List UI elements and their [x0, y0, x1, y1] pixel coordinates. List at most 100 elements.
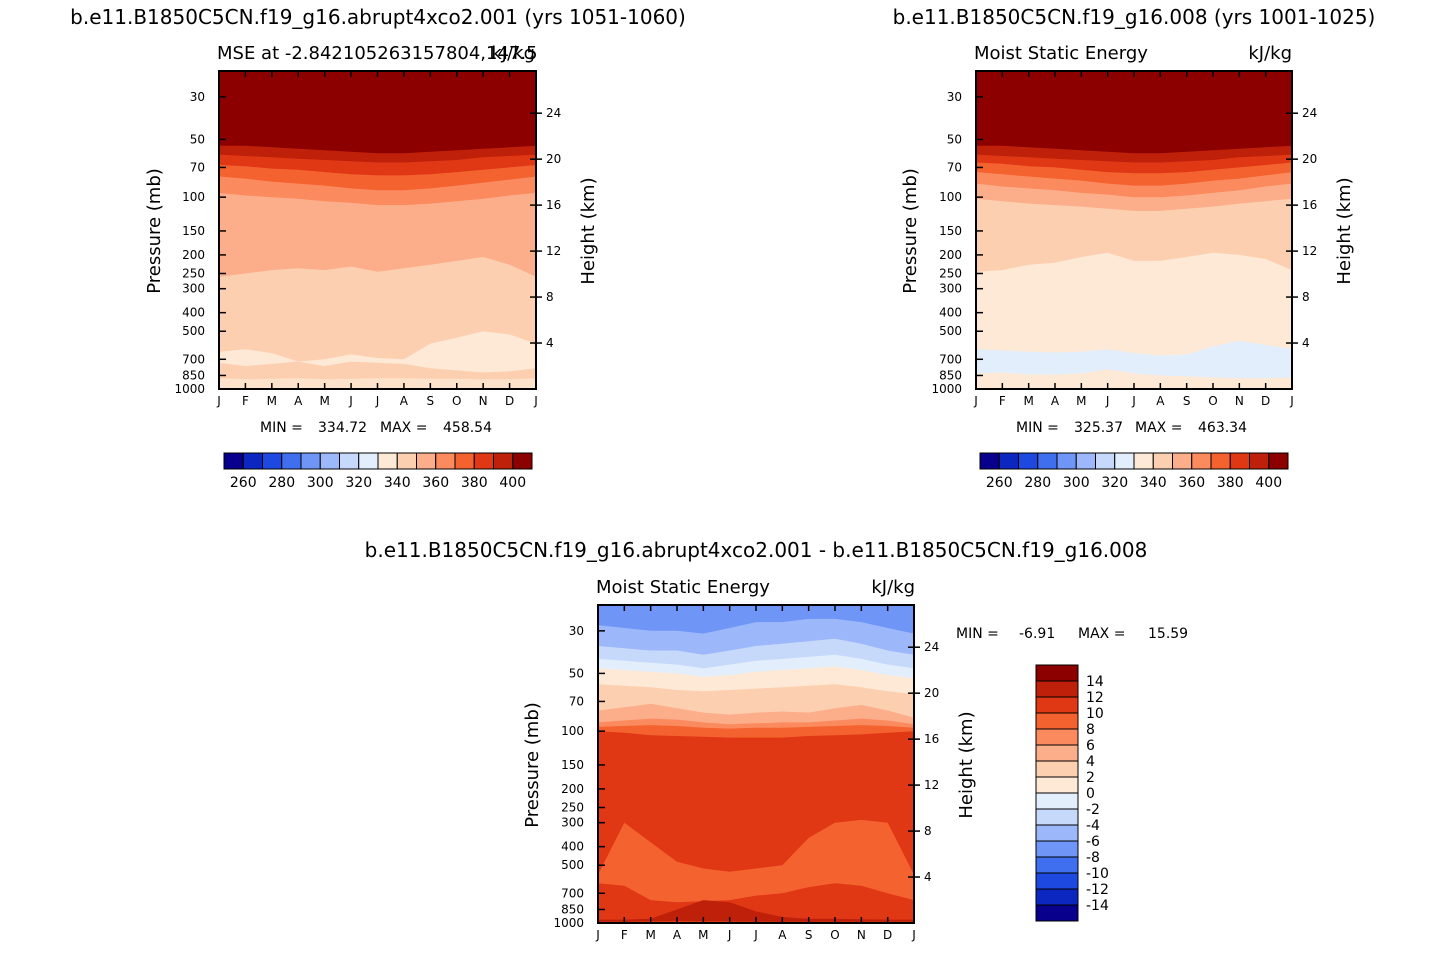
panel3-subtitle-right: kJ/kg: [871, 577, 915, 598]
panel1-max-value: 458.54: [443, 420, 492, 436]
panel1-min-label: MIN =: [260, 420, 303, 436]
panel3-colorbar-swatch-6: [1035, 760, 1079, 778]
panel3-title: b.e11.B1850C5CN.f19_g16.abrupt4xco2.001 …: [365, 538, 1148, 562]
panel2-ytick-label-0: 30: [947, 90, 962, 104]
plot-layer: J F M A M J J A S O N D J305070100150200250300400500…: [174, 70, 1317, 942]
panel2-max-label: MAX =: [1135, 420, 1182, 436]
panel2-htick-label-4: 8: [1302, 290, 1310, 304]
panel1-htick-label-5: 4: [546, 336, 554, 350]
panel3-colorbar-swatch-9: [1035, 808, 1079, 826]
panel2-colorbar-swatch-10: [1172, 452, 1193, 470]
panel1-ytick-label-8: 400: [182, 306, 205, 320]
panel3-xtick-label-8: S: [805, 928, 813, 942]
panel3-ytick-label-4: 150: [561, 758, 584, 772]
panel2-htick-label-0: 24: [1302, 106, 1317, 120]
panel2-xtick-label-0: J: [973, 394, 978, 408]
panel3-ylabel-right: Height (km): [956, 711, 977, 818]
panel1-ytick-label-9: 500: [182, 324, 205, 338]
panel2-xtick-label-12: J: [1289, 394, 1294, 408]
panel2-colorbar-label-4: 340: [1140, 475, 1167, 491]
panel3-htick-label-4: 8: [924, 824, 932, 838]
panel3-colorbar-label-7: 0: [1086, 786, 1095, 802]
panel2-plot: J F M A M J J A S O N D J 30 50 70 100 150 200 250 300 400 500…: [931, 70, 1317, 408]
panel1-ytick-label-7: 300: [182, 282, 205, 296]
panel2-title: b.e11.B1850C5CN.f19_g16.008 (yrs 1001-10…: [893, 5, 1376, 29]
panel1-colorbar-label-1: 280: [268, 475, 295, 491]
panel2-min-label: MIN =: [1016, 420, 1059, 436]
panel2-colorbar-swatch-6: [1095, 452, 1116, 470]
panel2-colorbar-swatch-7: [1114, 452, 1135, 470]
panel2-htick-label-2: 16: [1302, 198, 1317, 212]
panel3-colorbar-swatch-5: [1035, 744, 1079, 762]
panel1-colorbar-swatch-12: [454, 452, 475, 470]
panel2-colorbar-label-2: 300: [1063, 475, 1090, 491]
panel1-ytick-label-3: 100: [182, 190, 205, 204]
panel3-xtick-label-5: J: [727, 928, 732, 942]
panel1-xtick-label-3: A: [294, 394, 303, 408]
panel2-ytick-label-11: 850: [939, 368, 962, 382]
panel1-colorbar-swatch-11: [435, 452, 456, 470]
panel1-ytick-label-4: 150: [182, 224, 205, 238]
panel1-xtick-label-5: J: [348, 394, 353, 408]
panel1-colorbar-swatch-8: [377, 452, 398, 470]
panel2-ytick-label-2: 70: [947, 160, 962, 174]
panel2-xtick-label-9: O: [1208, 394, 1217, 408]
panel1-subtitle-left: MSE at -2.842105263157804,147.5: [217, 43, 538, 64]
panel3-colorbar-swatch-13: [1035, 872, 1079, 890]
panel2-ytick-label-6: 250: [939, 266, 962, 280]
panel1-colorbar-swatch-4: [300, 452, 321, 470]
panel3-xtick-label-10: N: [857, 928, 866, 942]
panel2-ytick-label-10: 700: [939, 352, 962, 366]
panel2-xtick-label-7: A: [1156, 394, 1165, 408]
panel3-colorbar-label-5: 4: [1086, 754, 1095, 770]
panel3-xtick-label-9: O: [830, 928, 839, 942]
panel3-colorbar-swatch-10: [1035, 824, 1079, 842]
panel3-ytick-label-12: 1000: [553, 916, 584, 930]
panel3-ytick-label-2: 70: [569, 694, 584, 708]
panel3-colorbar-label-2: 10: [1086, 706, 1104, 722]
panel3-ytick-label-5: 200: [561, 782, 584, 796]
panel2-htick-label-3: 12: [1302, 244, 1317, 258]
panel2-xtick-label-1: F: [999, 394, 1006, 408]
panel3-ytick-label-3: 100: [561, 724, 584, 738]
panel3-htick-label-2: 16: [924, 732, 939, 746]
panel3-max-label: MAX =: [1078, 626, 1125, 642]
panel2-colorbar-label-7: 400: [1255, 475, 1282, 491]
panel3-colorbar-label-14: -14: [1086, 898, 1109, 914]
panel2-min-value: 325.37: [1074, 420, 1123, 436]
panel3-min-label: MIN =: [956, 626, 999, 642]
panel3-ytick-label-9: 500: [561, 858, 584, 872]
panel2-colorbar-swatch-5: [1075, 452, 1096, 470]
panel1-ytick-label-6: 250: [182, 266, 205, 280]
panel2-colorbar-swatch-4: [1056, 452, 1077, 470]
panel3-colorbar-label-10: -6: [1086, 834, 1100, 850]
panel1-ytick-label-10: 700: [182, 352, 205, 366]
panel2-ylabel-right: Height (km): [1334, 177, 1355, 284]
panel3-colorbar-label-13: -12: [1086, 882, 1109, 898]
panel3-colorbar-swatch-14: [1035, 888, 1079, 906]
panel3-colorbar-swatch-11: [1035, 840, 1079, 858]
panel2-colorbar-swatch-12: [1210, 452, 1231, 470]
panel3-colorbar-swatch-8: [1035, 792, 1079, 810]
panel1-colorbar-label-4: 340: [384, 475, 411, 491]
panel2-xtick-label-8: S: [1183, 394, 1191, 408]
panel2-xtick-label-2: M: [1023, 394, 1033, 408]
panel2-xtick-label-3: A: [1051, 394, 1060, 408]
panel1-max-label: MAX =: [380, 420, 427, 436]
panel1-title: b.e11.B1850C5CN.f19_g16.abrupt4xco2.001 …: [70, 5, 686, 29]
panel1-ytick-label-1: 50: [190, 132, 205, 146]
panel3-htick-label-1: 20: [924, 686, 939, 700]
panel3-min-value: -6.91: [1019, 626, 1055, 642]
panel1-colorbar-label-3: 320: [345, 475, 372, 491]
panel3-ytick-label-0: 30: [569, 624, 584, 638]
panel2-colorbar-swatch-2: [1018, 452, 1039, 470]
panel1-colorbar: 260 280 300 320 340 360 380 400: [223, 452, 533, 491]
panel2-ytick-label-12: 1000: [931, 382, 962, 396]
panel3-colorbar-swatch-12: [1035, 856, 1079, 874]
panel1-ytick-label-12: 1000: [174, 382, 205, 396]
panel1-colorbar-label-5: 360: [422, 475, 449, 491]
panel3-xtick-label-4: M: [698, 928, 708, 942]
panel2-colorbar-swatch-8: [1133, 452, 1154, 470]
